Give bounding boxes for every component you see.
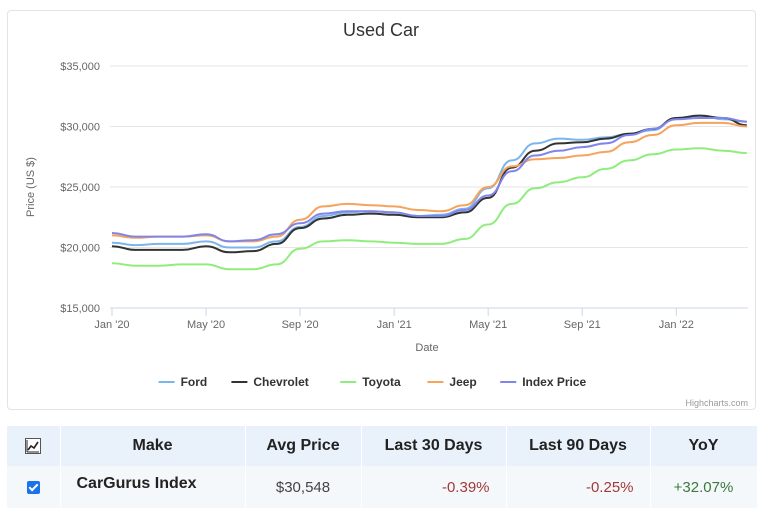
table-row: CarGurus Index $30,548 -0.39% -0.25% +32… [7, 466, 758, 508]
series-line-toyota [111, 147, 747, 271]
y-axis: $15,000 $20,000 $25,000 $30,000 $35,000 [60, 61, 100, 315]
x-tick-label: Jan '21 [377, 319, 412, 331]
table-header-row: Make Avg Price Last 30 Days Last 90 Days… [7, 426, 758, 466]
header-make[interactable]: Make [60, 426, 246, 466]
chart-toggle-header[interactable] [7, 426, 61, 466]
series-line-chevrolet [111, 114, 747, 254]
chart-card: Used Car $15,000 $20,000 $25,000 $30,000 $35… [7, 10, 756, 410]
y-tick-label: $20,000 [60, 243, 100, 255]
chart-icon[interactable] [25, 437, 42, 454]
x-tick-label: Jan '20 [94, 319, 129, 331]
legend-label: Index Price [522, 375, 586, 389]
header-avg-price[interactable]: Avg Price [245, 426, 362, 466]
row-avg-price: $30,548 [245, 466, 362, 508]
header-yoy[interactable]: YoY [650, 426, 758, 466]
row-last-30-days: -0.39% [361, 466, 507, 508]
price-trend-chart: Used Car $15,000 $20,000 $25,000 $30,000 $35… [25, 20, 748, 408]
chart-title: Used Car [343, 20, 419, 40]
header-last-30-days[interactable]: Last 30 Days [361, 426, 507, 466]
series-line-index-price [111, 117, 747, 243]
series-line-jeep [111, 121, 747, 243]
legend[interactable]: Ford Chevrolet Toyota Jeep Index Price [158, 375, 587, 389]
y-tick-label: $35,000 [60, 61, 100, 73]
x-axis: Jan '20 May '20 Sep '20 Jan '21 May '21 Sep '… [94, 308, 694, 331]
row-checkbox[interactable] [26, 481, 40, 495]
y-tick-label: $25,000 [60, 182, 100, 194]
legend-label: Toyota [362, 375, 401, 389]
y-axis-title: Price (US $) [25, 157, 37, 217]
row-last-90-days: -0.25% [506, 466, 651, 508]
legend-item-index-price[interactable]: Index Price [500, 375, 587, 389]
price-table-wrap: Make Avg Price Last 30 Days Last 90 Days… [7, 426, 758, 508]
legend-item-ford[interactable]: Ford [158, 375, 208, 389]
legend-item-toyota[interactable]: Toyota [340, 375, 401, 389]
x-axis-title: Date [415, 342, 438, 354]
legend-label: Ford [181, 375, 208, 389]
x-tick-label: Sep '21 [564, 319, 601, 331]
grid-lines [110, 65, 748, 309]
legend-item-chevrolet[interactable]: Chevrolet [231, 375, 309, 389]
x-tick-label: Jan '22 [659, 319, 694, 331]
y-tick-label: $30,000 [60, 122, 100, 134]
row-checkbox-cell[interactable] [7, 466, 61, 508]
legend-label: Jeep [449, 375, 476, 389]
y-tick-label: $15,000 [60, 303, 100, 315]
series-lines [111, 114, 747, 271]
header-last-90-days[interactable]: Last 90 Days [506, 426, 651, 466]
x-tick-label: May '21 [469, 319, 507, 331]
row-yoy: +32.07% [650, 466, 758, 508]
price-table: Make Avg Price Last 30 Days Last 90 Days… [7, 426, 758, 508]
legend-item-jeep[interactable]: Jeep [427, 375, 477, 389]
row-make: CarGurus Index [60, 466, 246, 508]
legend-label: Chevrolet [253, 375, 308, 389]
x-tick-label: May '20 [187, 319, 225, 331]
x-tick-label: Sep '20 [282, 319, 319, 331]
credits[interactable]: Highcharts.com [685, 398, 748, 408]
